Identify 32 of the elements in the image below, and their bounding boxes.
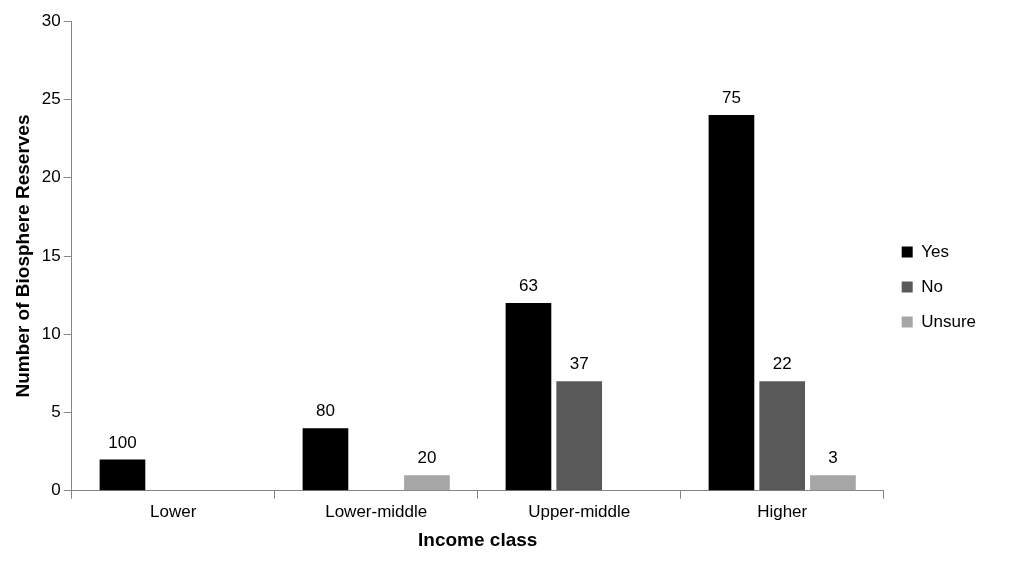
x-tick-label: Higher <box>757 501 808 521</box>
y-tick-label: 25 <box>41 89 61 109</box>
legend-label: Yes <box>921 241 949 261</box>
bar <box>759 381 806 491</box>
annotation: 37 <box>569 354 589 374</box>
bar <box>404 475 450 491</box>
annotation: 22 <box>772 354 792 374</box>
x-tick-label: Upper-middle <box>528 501 631 521</box>
legend-label: Unsure <box>921 311 977 331</box>
bar <box>505 302 552 491</box>
y-tick-label: 5 <box>51 402 61 422</box>
y-tick-label: 20 <box>41 167 61 187</box>
annotation: 100 <box>108 432 137 452</box>
bar <box>556 381 603 491</box>
x-tick-label: Lower <box>150 501 197 521</box>
annotation: 3 <box>828 448 838 468</box>
bar <box>99 459 146 491</box>
bar <box>810 475 856 491</box>
x-tick-label: Lower-middle <box>325 501 428 521</box>
bar <box>302 428 349 491</box>
bar <box>708 115 755 491</box>
legend-label: No <box>921 276 943 296</box>
annotation: 80 <box>315 401 335 421</box>
annotation: 20 <box>417 448 437 468</box>
y-axis-title: Number of Biosphere Reserves <box>11 114 33 398</box>
x-axis-title: Income class <box>418 528 538 550</box>
annotation: 63 <box>518 276 538 296</box>
annotation: 75 <box>721 88 741 108</box>
y-tick-label: 10 <box>41 323 61 343</box>
y-tick-label: 30 <box>41 10 61 30</box>
y-tick-label: 15 <box>41 245 61 265</box>
y-tick-label: 0 <box>51 480 61 500</box>
